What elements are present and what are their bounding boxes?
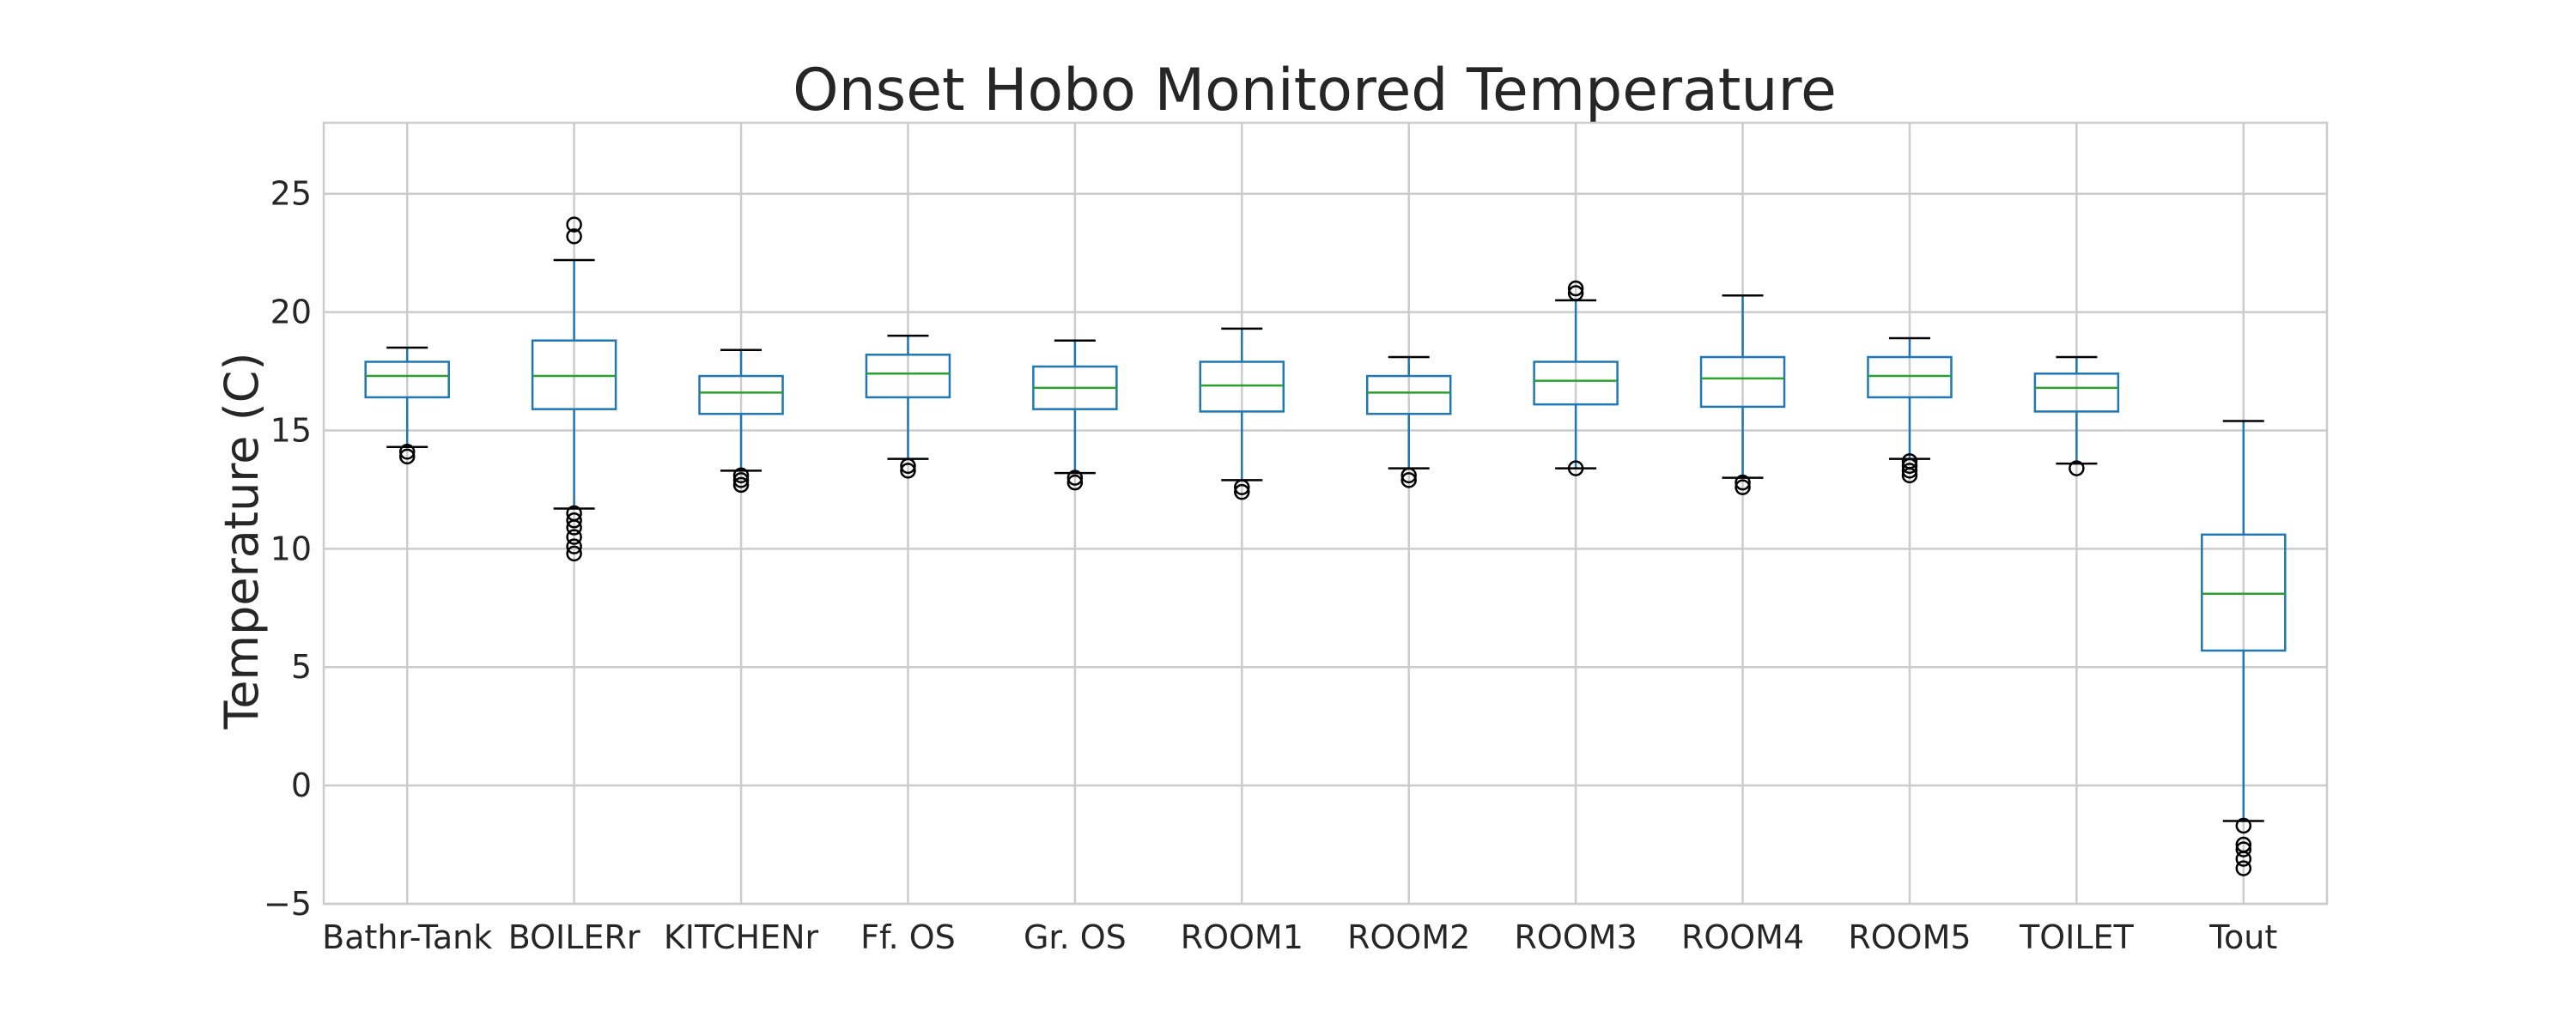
outlier-point [2069, 460, 2085, 476]
iqr-box [2033, 373, 2120, 413]
y-tick-label: −5 [264, 885, 312, 923]
y-tick-label: 5 [291, 648, 312, 686]
chart-title: Onset Hobo Monitored Temperature [793, 57, 1837, 124]
outlier-point [566, 512, 582, 529]
iqr-box [1533, 360, 1619, 406]
iqr-box [364, 360, 450, 399]
y-tick-label: 15 [270, 411, 312, 449]
grid [324, 123, 2327, 906]
x-tick-label: TOILET [2019, 918, 2135, 956]
y-tick-label: 20 [270, 294, 312, 331]
outlier-point [1400, 467, 1417, 484]
x-tick-labels: Bathr-Tank BOILERr KITCHENr Ff. OS Gr. OS ROO… [322, 918, 2277, 956]
x-tick-label: KITCHENr [664, 918, 819, 956]
outlier-point [1567, 285, 1584, 301]
box-gr-os [1032, 339, 1118, 491]
outlier-point [2235, 841, 2252, 857]
outlier-point [1901, 467, 1918, 484]
iqr-box [1699, 355, 1786, 409]
outlier-point [566, 529, 582, 545]
outlier-point [1735, 479, 1751, 495]
x-tick-label: Bathr-Tank [322, 918, 492, 956]
outlier-point [1066, 474, 1084, 491]
y-tick-labels: −5 0 5 10 15 20 25 [264, 175, 312, 923]
boxes [364, 216, 2287, 876]
iqr-box [2201, 533, 2287, 652]
x-tick-label: Ff. OS [860, 918, 956, 956]
iqr-box [1365, 374, 1452, 415]
outlier-point [566, 538, 582, 554]
outlier-point [2235, 851, 2252, 867]
outlier-point [2235, 860, 2252, 876]
box-tout [2201, 420, 2287, 876]
outlier-point [566, 545, 582, 562]
x-tick-label: Tout [2208, 918, 2277, 956]
iqr-box [1867, 355, 1953, 399]
outlier-point [1066, 470, 1084, 486]
iqr-box [698, 374, 784, 415]
box-room2 [1365, 355, 1452, 488]
outlier-point [398, 448, 416, 465]
outlier-point [900, 463, 916, 479]
outlier-point [732, 472, 750, 488]
outlier-point [566, 216, 582, 233]
outlier-point [1735, 474, 1751, 491]
outlier-point [900, 457, 916, 475]
x-tick-label: BOILERr [508, 918, 641, 956]
outlier-point [566, 228, 582, 245]
x-tick-label: ROOM4 [1681, 918, 1804, 956]
outlier-point [732, 476, 750, 494]
x-tick-label: Gr. OS [1024, 918, 1127, 956]
y-tick-label: 0 [291, 766, 312, 804]
outlier-point [2235, 817, 2252, 834]
y-tick-label: 10 [270, 530, 312, 567]
iqr-box [865, 353, 951, 399]
x-tick-label: ROOM3 [1515, 918, 1637, 956]
outlier-point [732, 467, 750, 484]
outlier-point [1567, 280, 1584, 297]
box-room3 [1533, 280, 1619, 476]
y-axis-label: Temperature (C) [215, 352, 269, 730]
iqr-box [531, 339, 617, 410]
outlier-point [1901, 457, 1918, 475]
box-room5 [1867, 336, 1953, 484]
outlier-point [1400, 472, 1417, 488]
box-ff-os [865, 334, 951, 479]
outlier-point [398, 444, 416, 460]
box-boilerr [531, 216, 617, 562]
plot-frame [322, 121, 2329, 906]
outlier-point [1234, 483, 1250, 500]
box-kitchenr [698, 348, 784, 494]
x-tick-label: ROOM5 [1848, 918, 1971, 956]
outlier-point [1567, 460, 1584, 476]
iqr-box [1199, 360, 1285, 413]
outlier-point [1901, 463, 1918, 479]
x-tick-label: ROOM1 [1181, 918, 1303, 956]
box-room4 [1699, 294, 1786, 495]
box-room1 [1199, 327, 1285, 500]
x-tick-label: ROOM2 [1347, 918, 1470, 956]
box-toilet [2033, 355, 2120, 476]
y-tick-label: 25 [270, 175, 312, 213]
outlier-point [1234, 479, 1250, 495]
outlier-point [566, 519, 582, 536]
box-bathr-tank [364, 346, 450, 465]
